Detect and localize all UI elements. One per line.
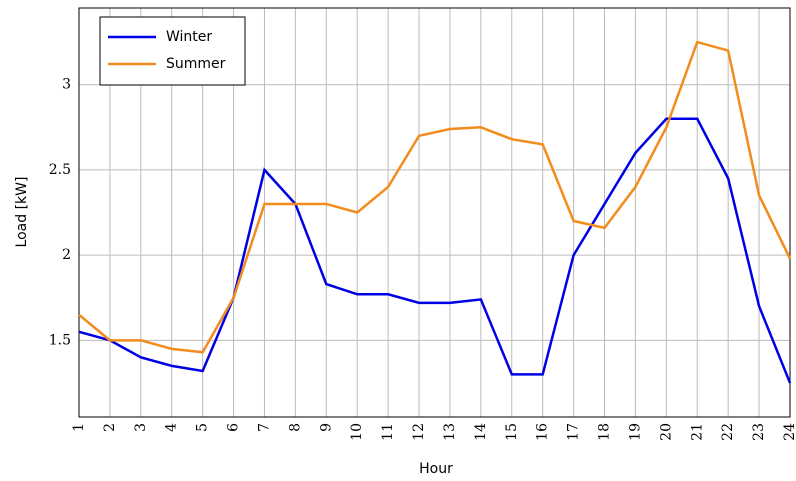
- x-tick-label: 6: [226, 423, 242, 432]
- x-tick-label: 5: [195, 423, 211, 432]
- x-tick-label: 9: [318, 423, 334, 432]
- x-tick-label: 13: [442, 423, 458, 441]
- x-tick-label: 12: [411, 423, 427, 441]
- legend-box: [99, 16, 246, 86]
- y-tick-label: 2: [62, 247, 71, 263]
- y-tick-label: 3: [62, 77, 71, 93]
- x-tick-label: 18: [597, 423, 613, 441]
- plot-frame: [78, 7, 791, 418]
- legend-label: Summer: [166, 56, 226, 72]
- y-tick-label: 1.5: [49, 332, 71, 348]
- line-series: [78, 117, 792, 384]
- x-tick-label: 22: [720, 423, 736, 441]
- x-tick-label: 1: [71, 423, 87, 432]
- x-tick-label: 20: [658, 423, 674, 441]
- x-tick-label: 8: [287, 423, 303, 432]
- x-tick-label: 2: [102, 423, 118, 432]
- x-tick-label: 15: [504, 423, 520, 441]
- x-axis-label: Hour: [419, 461, 453, 477]
- legend-label: Winter: [166, 29, 212, 45]
- y-axis-label: Load [kW]: [14, 177, 30, 248]
- x-tick-label: 11: [380, 423, 396, 441]
- x-tick-label: 24: [782, 423, 796, 441]
- x-tick-label: 14: [473, 423, 489, 441]
- y-tick-label: 2.5: [49, 162, 71, 178]
- x-tick-label: 21: [689, 423, 705, 441]
- x-tick-label: 23: [751, 423, 767, 441]
- x-tick-label: 3: [133, 423, 149, 432]
- x-tick-label: 17: [566, 423, 582, 441]
- x-tick-label: 7: [256, 423, 272, 432]
- x-tick-label: 19: [627, 423, 643, 441]
- x-tick-label: 4: [164, 423, 180, 432]
- x-tick-label: 16: [535, 423, 551, 441]
- x-tick-label: 10: [349, 423, 365, 441]
- line-series: [78, 40, 792, 354]
